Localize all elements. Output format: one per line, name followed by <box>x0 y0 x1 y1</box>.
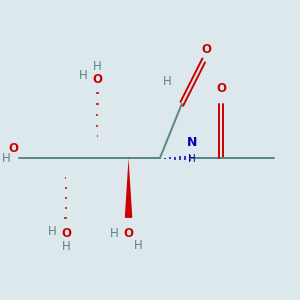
Text: N: N <box>187 136 197 149</box>
Text: O: O <box>216 82 226 95</box>
Text: O: O <box>92 73 102 86</box>
Text: H: H <box>188 154 196 164</box>
Text: H: H <box>93 60 102 74</box>
Text: H: H <box>2 152 11 165</box>
Text: H: H <box>110 226 119 240</box>
Text: O: O <box>61 226 71 240</box>
Text: H: H <box>80 69 88 82</box>
Text: O: O <box>8 142 18 155</box>
Text: H: H <box>134 238 142 251</box>
Text: O: O <box>124 226 134 240</box>
Text: H: H <box>48 225 57 238</box>
Text: H: H <box>61 240 70 253</box>
Text: H: H <box>163 74 172 88</box>
Polygon shape <box>125 158 132 218</box>
Text: O: O <box>201 43 211 56</box>
